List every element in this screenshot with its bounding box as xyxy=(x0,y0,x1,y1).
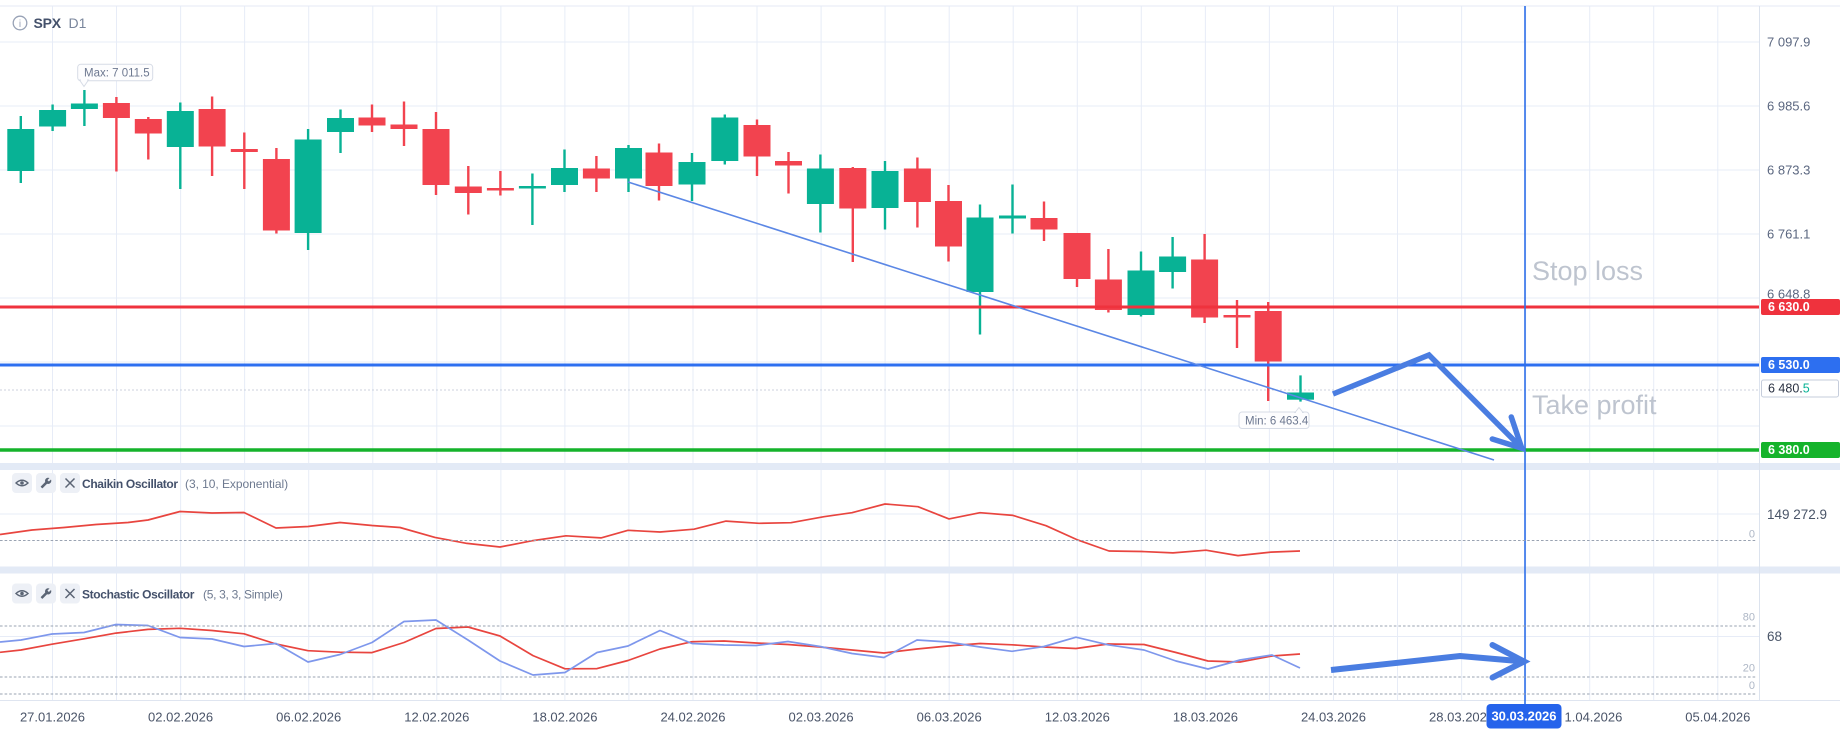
svg-text:12.03.2026: 12.03.2026 xyxy=(1045,710,1110,725)
svg-text:05.04.2026: 05.04.2026 xyxy=(1685,710,1750,725)
svg-text:6 630.0: 6 630.0 xyxy=(1768,300,1810,314)
svg-text:02.02.2026: 02.02.2026 xyxy=(148,710,213,725)
svg-text:6 761.1: 6 761.1 xyxy=(1767,227,1810,242)
svg-text:Stochastic Oscillator: Stochastic Oscillator xyxy=(82,588,195,602)
svg-text:68: 68 xyxy=(1767,629,1782,644)
svg-text:27.01.2026: 27.01.2026 xyxy=(20,710,85,725)
svg-text:Max: 7 011.5: Max: 7 011.5 xyxy=(84,68,150,80)
svg-text:24.02.2026: 24.02.2026 xyxy=(660,710,725,725)
svg-text:7 097.9: 7 097.9 xyxy=(1767,35,1810,50)
svg-text:20: 20 xyxy=(1743,663,1755,675)
svg-text:30.03.2026: 30.03.2026 xyxy=(1491,709,1556,724)
svg-text:1.04.2026: 1.04.2026 xyxy=(1565,710,1623,725)
svg-text:Chaikin Oscillator: Chaikin Oscillator xyxy=(82,477,178,491)
svg-text:0: 0 xyxy=(1749,680,1755,692)
svg-text:12.02.2026: 12.02.2026 xyxy=(404,710,469,725)
svg-text:(5, 3, 3, Simple): (5, 3, 3, Simple) xyxy=(203,588,283,602)
svg-text:Stop loss: Stop loss xyxy=(1532,256,1643,286)
svg-text:06.02.2026: 06.02.2026 xyxy=(276,710,341,725)
svg-text:24.03.2026: 24.03.2026 xyxy=(1301,710,1366,725)
svg-text:6 530.0: 6 530.0 xyxy=(1768,358,1810,372)
svg-text:SPX: SPX xyxy=(34,15,62,31)
svg-text:Min: 6 463.4: Min: 6 463.4 xyxy=(1245,415,1309,427)
svg-text:6 480.5: 6 480.5 xyxy=(1768,382,1810,396)
svg-text:6 380.0: 6 380.0 xyxy=(1768,443,1810,457)
svg-text:06.03.2026: 06.03.2026 xyxy=(917,710,982,725)
svg-text:18.02.2026: 18.02.2026 xyxy=(532,710,597,725)
svg-text:Take profit: Take profit xyxy=(1532,390,1657,420)
svg-text:18.03.2026: 18.03.2026 xyxy=(1173,710,1238,725)
svg-text:(3, 10, Exponential): (3, 10, Exponential) xyxy=(185,477,288,491)
svg-text:D1: D1 xyxy=(69,15,87,31)
svg-text:80: 80 xyxy=(1743,612,1755,624)
svg-text:28.03.2026: 28.03.2026 xyxy=(1429,710,1494,725)
svg-text:6 648.8: 6 648.8 xyxy=(1767,287,1810,302)
svg-text:6 873.3: 6 873.3 xyxy=(1767,163,1810,178)
svg-text:149 272.9: 149 272.9 xyxy=(1767,507,1827,522)
svg-text:6 985.6: 6 985.6 xyxy=(1767,99,1810,114)
svg-text:0: 0 xyxy=(1749,529,1755,541)
svg-text:02.03.2026: 02.03.2026 xyxy=(789,710,854,725)
svg-text:i: i xyxy=(19,19,21,30)
